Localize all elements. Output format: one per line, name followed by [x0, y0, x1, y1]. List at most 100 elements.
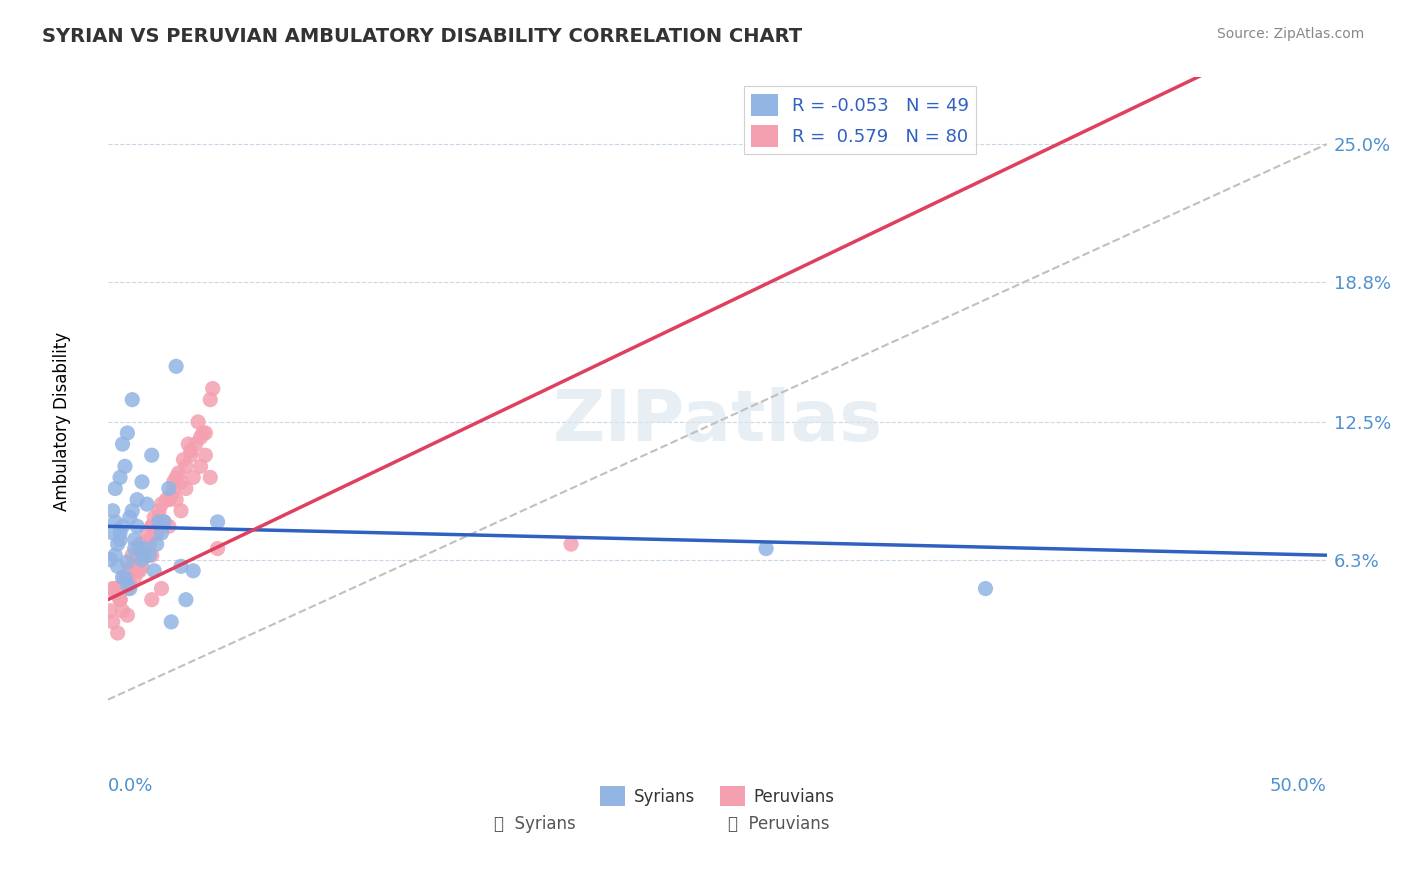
Point	[128, 564, 150, 578]
Text: Ambulatory Disability: Ambulatory Disability	[53, 333, 72, 511]
Text: SYRIAN VS PERUVIAN AMBULATORY DISABILITY CORRELATION CHART: SYRIAN VS PERUVIAN AMBULATORY DISABILITY…	[42, 27, 803, 45]
Point	[101, 504, 124, 518]
Point	[128, 537, 150, 551]
Point	[155, 492, 177, 507]
Point	[145, 537, 167, 551]
Point	[131, 548, 153, 562]
Point	[101, 615, 124, 629]
Point	[191, 425, 214, 440]
Point	[163, 482, 186, 496]
Point	[124, 555, 146, 569]
Point	[134, 541, 156, 556]
Point	[127, 492, 149, 507]
Point	[127, 519, 149, 533]
Point	[174, 459, 197, 474]
Point	[134, 537, 156, 551]
Text: 🔵  Syrians: 🔵 Syrians	[494, 814, 575, 832]
Point	[118, 564, 141, 578]
Point	[117, 425, 139, 440]
Point	[180, 443, 202, 458]
Point	[101, 526, 124, 541]
Point	[153, 515, 176, 529]
Point	[98, 604, 121, 618]
Point	[101, 582, 124, 596]
Point	[148, 510, 170, 524]
Point	[207, 541, 229, 556]
Point	[143, 510, 166, 524]
Point	[167, 466, 190, 480]
Point	[187, 415, 209, 429]
Point	[141, 519, 163, 533]
Point	[150, 497, 173, 511]
Point	[138, 548, 160, 562]
Point	[157, 492, 180, 507]
Point	[104, 482, 127, 496]
Point	[98, 552, 121, 566]
Point	[121, 559, 143, 574]
Point	[134, 548, 156, 562]
Point	[153, 515, 176, 529]
Legend: Syrians, Peruvians: Syrians, Peruvians	[593, 780, 841, 814]
Point	[131, 559, 153, 574]
Point	[111, 519, 134, 533]
Point	[184, 437, 207, 451]
Point	[150, 582, 173, 596]
Point	[108, 592, 131, 607]
Text: 🔴  Peruvians: 🔴 Peruvians	[727, 814, 830, 832]
Point	[145, 526, 167, 541]
Point	[121, 548, 143, 562]
Point	[138, 533, 160, 547]
Point	[153, 515, 176, 529]
Point	[124, 533, 146, 547]
Point	[181, 470, 204, 484]
Point	[121, 504, 143, 518]
Point	[104, 582, 127, 596]
Point	[143, 564, 166, 578]
Point	[177, 437, 200, 451]
Point	[194, 448, 217, 462]
Point	[108, 592, 131, 607]
Point	[104, 586, 127, 600]
Point	[181, 564, 204, 578]
Point	[121, 392, 143, 407]
Point	[174, 592, 197, 607]
Point	[111, 604, 134, 618]
Point	[170, 504, 193, 518]
Point	[117, 582, 139, 596]
Point	[135, 537, 157, 551]
Text: Source: ZipAtlas.com: Source: ZipAtlas.com	[1216, 27, 1364, 41]
Point	[141, 448, 163, 462]
Point	[108, 470, 131, 484]
Point	[190, 430, 212, 444]
Point	[974, 582, 997, 596]
Point	[117, 570, 139, 584]
Point	[150, 526, 173, 541]
Point	[127, 548, 149, 562]
Text: 50.0%: 50.0%	[1270, 778, 1327, 796]
Point	[131, 541, 153, 556]
Point	[172, 452, 194, 467]
Point	[194, 425, 217, 440]
Point	[138, 537, 160, 551]
Point	[157, 519, 180, 533]
Point	[124, 570, 146, 584]
Point	[170, 475, 193, 489]
Point	[148, 504, 170, 518]
Point	[200, 392, 222, 407]
Point	[148, 515, 170, 529]
Text: ZIPatlas: ZIPatlas	[553, 387, 883, 457]
Point	[560, 537, 582, 551]
Point	[170, 559, 193, 574]
Point	[131, 475, 153, 489]
Point	[141, 548, 163, 562]
Point	[111, 577, 134, 591]
Point	[135, 497, 157, 511]
Point	[114, 570, 136, 584]
Point	[111, 570, 134, 584]
Point	[157, 482, 180, 496]
Point	[165, 359, 187, 374]
Point	[118, 577, 141, 591]
Point	[165, 492, 187, 507]
Point	[114, 570, 136, 584]
Point	[121, 559, 143, 574]
